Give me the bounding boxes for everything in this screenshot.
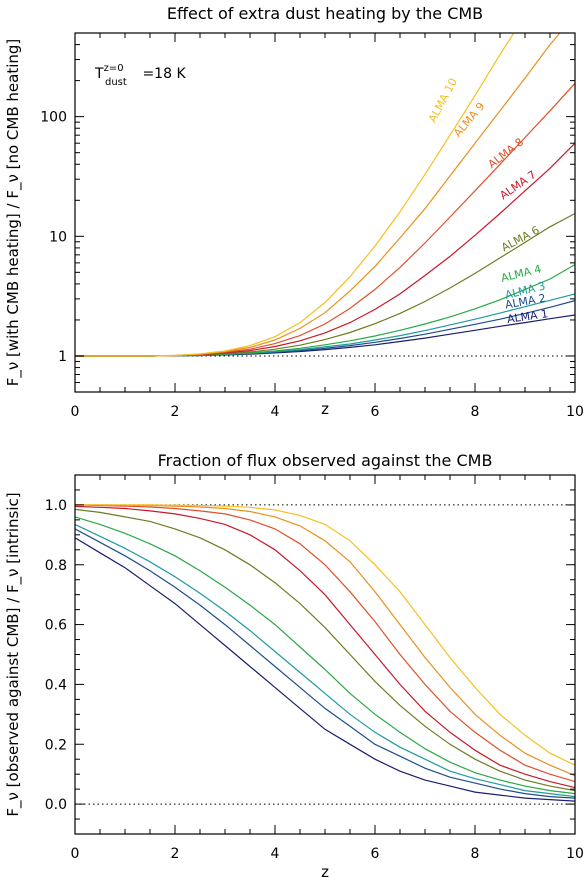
series-line-6 [75,505,575,789]
y-tick-label: 1 [58,349,67,365]
y-axis-label: F_ν [observed against CMB] / F_ν [intrin… [4,492,23,816]
x-tick-label: 2 [171,846,180,862]
x-tick-label: 4 [271,846,280,862]
y-tick-label: 0.0 [45,797,67,813]
plot-frame [74,32,576,393]
y-tick-label: 0.4 [45,677,67,693]
y-axis-label: F_ν [with CMB heating] / F_ν [no CMB hea… [4,39,23,387]
x-axis-label: z [321,400,329,418]
series-line-3 [75,523,575,798]
x-tick-label: 6 [371,404,380,420]
series-line-2 [75,300,575,357]
y-tick-label: 100 [40,110,67,126]
series-group [75,504,575,802]
y-tick-label: 0.6 [45,618,67,634]
series-line-5 [75,508,575,792]
series-line-4 [75,264,575,357]
series-label-7: ALMA 8 [486,135,526,171]
series-line-9 [75,33,515,357]
temperature-annotation: Tz=0 dust =18 K [94,63,186,88]
y-tick-label: 10 [49,229,67,245]
series-line-7 [75,504,575,783]
y-tick-label: 1.0 [45,498,67,514]
series-label-1: ALMA 1 [506,307,549,326]
x-tick-label: 6 [371,846,380,862]
series-label-9: ALMA 10 [426,76,460,125]
series-label-5: ALMA 6 [499,224,541,255]
x-tick-label: 2 [171,404,180,420]
chart-title: Fraction of flux observed against the CM… [158,451,493,470]
y-tick-label: 0.8 [45,558,67,574]
x-tick-label: 0 [71,846,80,862]
series-line-1 [75,314,575,357]
chart-title: Effect of extra dust heating by the CMB [167,4,483,23]
chart-2: Fraction of flux observed against the CM… [4,451,584,881]
series-line-4 [75,516,575,795]
y-tick-label: 0.2 [45,737,67,753]
x-tick-label: 0 [71,404,80,420]
series-group [75,33,575,357]
x-tick-label: 4 [271,404,280,420]
series-line-1 [75,537,575,802]
x-tick-label: 10 [566,404,584,420]
x-tick-label: 10 [566,846,584,862]
x-tick-label: 8 [471,404,480,420]
x-tick-label: 8 [471,846,480,862]
series-line-5 [75,212,575,357]
x-axis-label: z [321,863,329,881]
chart-1: Effect of extra dust heating by the CMB A… [4,4,584,420]
series-line-9 [75,504,575,766]
series-line-8 [75,504,575,777]
series-line-2 [75,528,575,799]
series-line-7 [75,82,575,357]
